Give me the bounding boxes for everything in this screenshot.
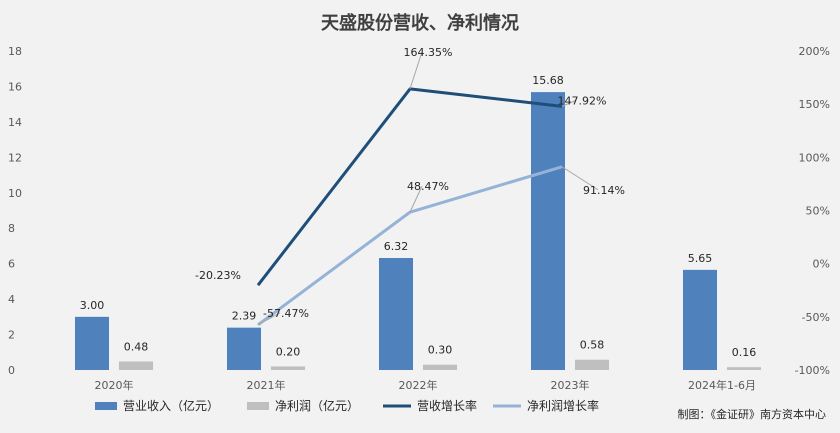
revenue-growth-label: -20.23% [195,269,241,282]
x-axis-category-label: 2021年 [247,378,286,392]
profit-bar-label: 0.20 [276,345,301,358]
left-axis-ticks: 0 2 4 6 8 10 12 14 16 18 [8,45,22,377]
legend-entry-label: 营收增长率 [417,398,477,413]
legend: 营业收入（亿元） 净利润（亿元） 营收增长率 净利润增长率 [95,398,599,413]
left-axis-tick-label: 16 [8,80,22,93]
chart-title: 天盛股份营收、净利情况 [321,12,519,34]
profit-bar [423,364,457,370]
legend-swatch-bar [95,402,117,410]
revenue-bar [379,257,413,370]
left-axis-tick-label: 6 [8,258,15,271]
data-labels-layer: 3.00 2.39 6.32 15.68 5.65 0.48 0.20 0.30 0.58 0.1… [80,46,757,359]
x-axis-labels: 2020年 2021年 2022年 2023年 2024年1-6月 [95,378,756,392]
right-axis-tick-label: 0% [813,258,830,271]
bars-layer [75,92,761,371]
revenue-bar-label: 2.39 [232,310,257,323]
left-axis-tick-label: 14 [8,116,22,129]
legend-entry-label: 净利润（亿元） [275,398,359,413]
revenue-bar [683,269,717,370]
revenue-growth-label: 147.92% [558,94,607,107]
right-axis-tick-label: 100% [799,151,830,164]
x-axis-category-label: 2022年 [399,378,438,392]
left-axis-tick-label: 4 [8,293,15,306]
profit-bar-label: 0.48 [124,340,149,353]
profit-growth-leader [561,166,599,191]
revenue-growth-label: 164.35% [404,46,453,59]
profit-bar-label: 0.30 [428,344,453,357]
left-axis-tick-label: 8 [8,222,15,235]
revenue-bar [531,92,565,371]
x-axis-category-label: 2020年 [95,378,134,392]
profit-bar [119,361,153,370]
right-axis-tick-label: 50% [806,205,830,218]
profit-bar [271,366,305,370]
lines-layer [256,51,599,326]
right-axis-tick-label: -50% [802,311,830,324]
left-axis-tick-label: 10 [8,187,22,200]
x-axis-category-label: 2024年1-6月 [688,378,756,392]
revenue-growth-leader [561,99,577,107]
legend-entry-label: 净利润增长率 [527,398,599,413]
profit-growth-leader [257,312,281,326]
left-axis-tick-label: 2 [8,329,15,342]
x-axis-category-label: 2023年 [551,378,590,392]
left-axis-tick-label: 12 [8,151,22,164]
profit-growth-label: 48.47% [407,180,449,193]
revenue-bar [227,327,261,370]
left-axis-tick-label: 0 [8,364,15,377]
legend-swatch-bar [247,402,269,410]
right-axis-ticks: -100% -50% 0% 50% 100% 150% 200% [795,45,830,377]
legend-entry-label: 营业收入（亿元） [123,398,219,413]
profit-growth-label: -57.47% [263,307,309,320]
revenue-bar-label: 5.65 [688,252,713,265]
right-axis-tick-label: -100% [795,364,830,377]
revenue-bar-label: 15.68 [532,74,564,87]
profit-growth-leader [409,185,423,213]
profit-growth-label: 91.14% [583,184,625,197]
profit-bar [727,367,761,370]
revenue-bar [75,316,109,370]
right-axis-tick-label: 150% [799,98,830,111]
revenue-bar-label: 6.32 [384,240,409,253]
revenue-bar-label: 3.00 [80,299,105,312]
credit-text: 制图：《金证研》南方资本中心 [678,407,827,421]
profit-bar-label: 0.58 [580,339,605,352]
right-axis-tick-label: 200% [799,45,830,58]
left-axis-tick-label: 18 [8,45,22,58]
revenue-growth-leader [409,51,423,90]
profit-bar-label: 0.16 [732,346,757,359]
profit-bar [575,359,609,370]
